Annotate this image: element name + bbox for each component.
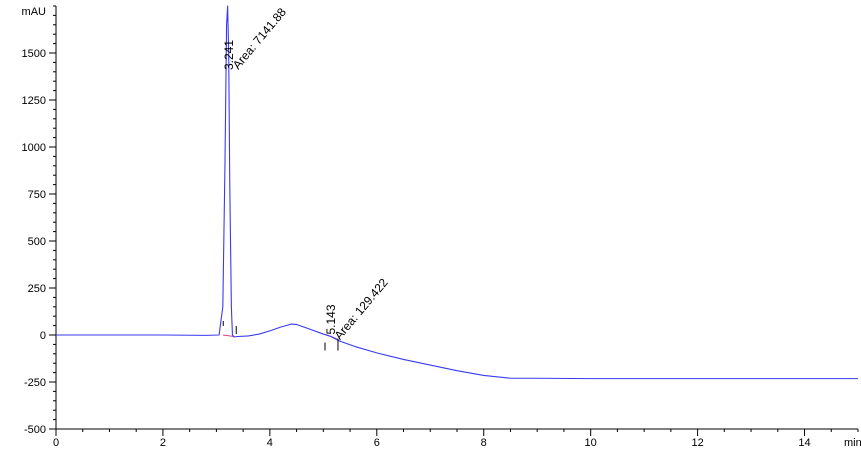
x-tick-label: 4	[267, 437, 273, 449]
y-tick-label: 1500	[22, 48, 46, 60]
chromatogram-trace	[56, 5, 858, 380]
peak-retention-time-label: 5.143	[324, 304, 338, 334]
peak-baseline	[222, 334, 235, 337]
y-tick-label: 1250	[22, 95, 46, 107]
y-tick-label: -250	[24, 377, 46, 389]
x-tick-label: 10	[585, 437, 597, 449]
y-tick-label: 250	[28, 283, 46, 295]
y-tick-label: 1000	[22, 142, 46, 154]
x-tick-label: 8	[481, 437, 487, 449]
trace-layer	[56, 5, 858, 380]
x-tick-label: 14	[798, 437, 810, 449]
y-tick-label: 0	[40, 330, 46, 342]
x-tick-label: 6	[374, 437, 380, 449]
x-axis-unit-label: min	[844, 437, 861, 449]
y-axis-unit-label: mAU	[22, 6, 47, 18]
y-tick-label: 500	[28, 236, 46, 248]
peak-area-label: Area: 7141.88	[230, 5, 289, 72]
y-tick-label: -500	[24, 424, 46, 436]
x-tick-label: 2	[160, 437, 166, 449]
x-tick-label: 0	[53, 437, 59, 449]
x-tick-label: 12	[691, 437, 703, 449]
peak-retention-time-label: 3.241	[222, 40, 236, 70]
y-tick-label: 750	[28, 189, 46, 201]
axes: -500 -250 0 250 500 750 1000 1250 1500 0 2 4 6 8 10 12 1…	[22, 5, 859, 449]
peak-area-label: Area: 129.422	[332, 275, 391, 342]
